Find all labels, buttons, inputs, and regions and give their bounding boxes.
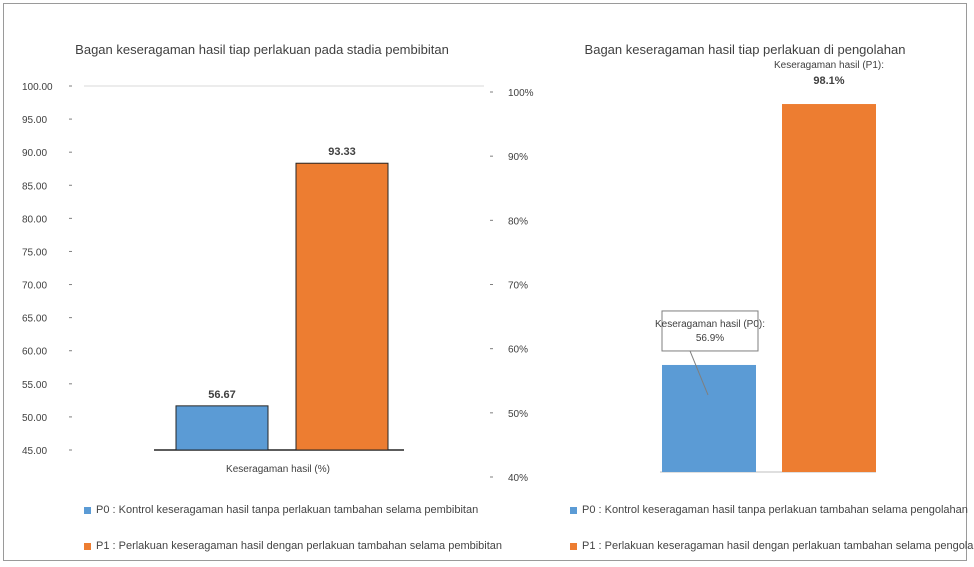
left-bar-p1 bbox=[295, 162, 389, 451]
left-y-tick-label: 100.00 bbox=[22, 82, 53, 93]
left-x-axis-label: Keseragaman hasil (%) bbox=[226, 464, 330, 475]
right-chart-svg: Bagan keseragaman hasil tiap perlakuan d… bbox=[490, 42, 906, 484]
right-data-label-p1: Keseragaman hasil (P1): bbox=[774, 60, 884, 71]
right-callout-pointer-p0 bbox=[689, 350, 709, 396]
left-y-tick-label: 75.00 bbox=[22, 247, 47, 258]
right-legend-swatch-p1 bbox=[570, 542, 577, 550]
left-y-tick-label: 90.00 bbox=[22, 148, 47, 159]
left-legend-swatch-p1 bbox=[84, 542, 91, 550]
left-chart-svg: Bagan keseragaman hasil tiap perlakuan p… bbox=[22, 42, 484, 475]
left-y-tick-label: 85.00 bbox=[22, 181, 47, 192]
right-y-tick-label: 40% bbox=[508, 473, 528, 484]
right-legend-item-p1: P1 : Perlakuan keseragaman hasil dengan … bbox=[570, 540, 974, 552]
left-y-tick-label: 55.00 bbox=[22, 380, 47, 391]
right-legend-label-p1: P1 : Perlakuan keseragaman hasil dengan … bbox=[582, 540, 974, 552]
left-y-tick-label: 70.00 bbox=[22, 281, 47, 292]
left-chart-panel: Bagan keseragaman hasil tiap perlakuan p… bbox=[4, 4, 502, 560]
right-y-tick-label: 70% bbox=[508, 281, 528, 292]
right-bar-p0 bbox=[662, 364, 756, 472]
right-data-label-p0: Keseragaman hasil (P0): bbox=[655, 319, 765, 330]
right-callout-box-p0 bbox=[661, 310, 759, 352]
right-chart-panel: Bagan keseragaman hasil tiap perlakuan d… bbox=[490, 4, 974, 560]
right-y-tick-label: 50% bbox=[508, 409, 528, 420]
left-legend-item-p0: P0 : Kontrol keseragaman hasil tanpa per… bbox=[84, 504, 478, 516]
right-y-tick-label: 100% bbox=[508, 88, 534, 99]
right-legend-swatch-p0 bbox=[570, 506, 577, 514]
right-y-tick-label: 90% bbox=[508, 152, 528, 163]
left-chart-title: Bagan keseragaman hasil tiap perlakuan p… bbox=[75, 42, 449, 57]
left-legend-label-p0: P0 : Kontrol keseragaman hasil tanpa per… bbox=[96, 504, 479, 516]
right-bar-p1 bbox=[782, 104, 876, 473]
left-y-tick-label: 80.00 bbox=[22, 214, 47, 225]
right-chart-title: Bagan keseragaman hasil tiap perlakuan d… bbox=[585, 42, 906, 57]
right-y-tick-label: 60% bbox=[508, 345, 528, 356]
left-legend-swatch-p0 bbox=[84, 506, 91, 514]
left-y-tick-label: 95.00 bbox=[22, 115, 47, 126]
right-data-label-p1-value: 98.1% bbox=[813, 75, 844, 87]
left-data-label-p1: 93.33 bbox=[328, 146, 356, 158]
right-legend-item-p0: P0 : Kontrol keseragaman hasil tanpa per… bbox=[570, 504, 968, 516]
left-data-label-p0: 56.67 bbox=[208, 389, 236, 401]
right-y-tick-label: 80% bbox=[508, 216, 528, 227]
figure-frame: Bagan keseragaman hasil tiap perlakuan p… bbox=[3, 3, 974, 561]
right-data-label-p0-value: 56.9% bbox=[696, 333, 724, 344]
left-y-tick-label: 65.00 bbox=[22, 314, 47, 325]
left-bar-p0 bbox=[175, 405, 269, 451]
right-legend-label-p0: P0 : Kontrol keseragaman hasil tanpa per… bbox=[582, 504, 968, 516]
left-y-tick-label: 45.00 bbox=[22, 446, 47, 457]
left-y-tick-label: 50.00 bbox=[22, 413, 47, 424]
left-legend-label-p1: P1 : Perlakuan keseragaman hasil dengan … bbox=[96, 540, 503, 552]
left-legend-item-p1: P1 : Perlakuan keseragaman hasil dengan … bbox=[84, 540, 502, 552]
left-y-tick-label: 60.00 bbox=[22, 347, 47, 358]
